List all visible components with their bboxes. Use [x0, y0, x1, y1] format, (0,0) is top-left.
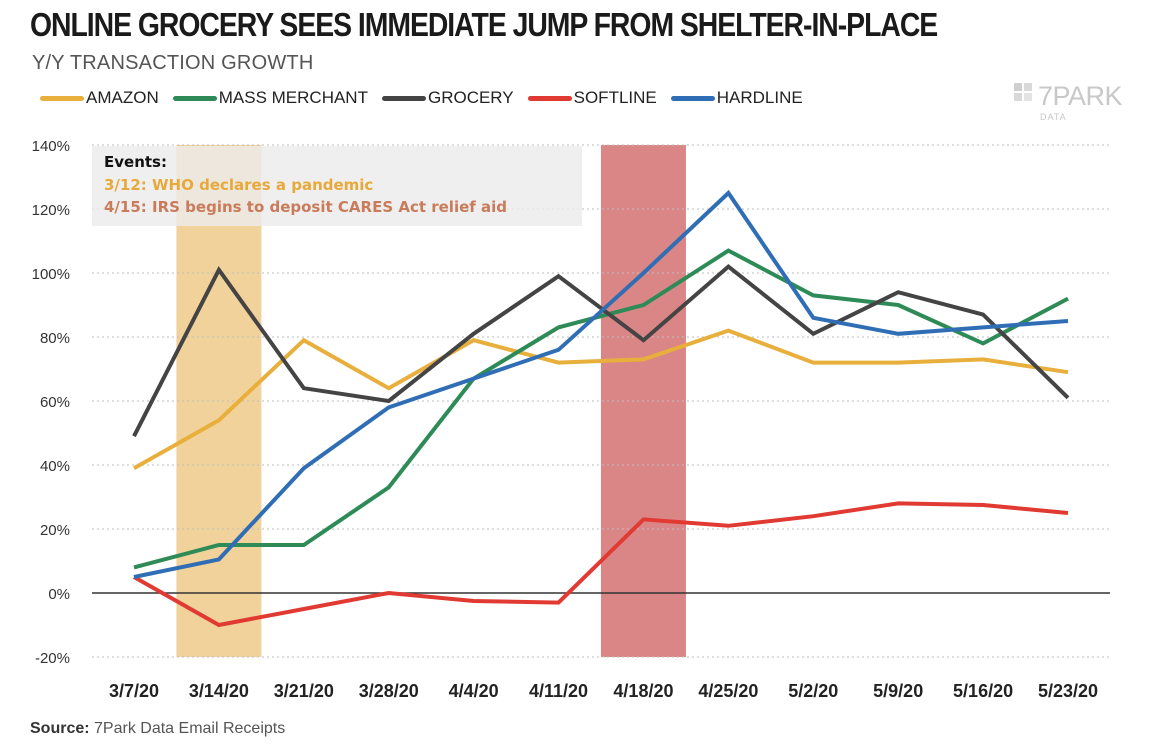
y-tick-label: 120% — [32, 202, 70, 219]
x-tick-label: 4/18/20 — [613, 681, 673, 701]
chart-title: ONLINE GROCERY SEES IMMEDIATE JUMP FROM … — [30, 6, 938, 43]
legend-swatch-amazon — [40, 95, 84, 101]
x-tick-label: 4/4/20 — [449, 681, 499, 701]
logo-mark-icon — [1014, 83, 1032, 101]
y-tick-label: -20% — [35, 650, 70, 667]
chart-subtitle: Y/Y TRANSACTION GROWTH — [32, 52, 314, 74]
legend-item-grocery: GROCERY — [381, 88, 514, 108]
x-tick-label: 5/23/20 — [1038, 681, 1098, 701]
series-line-amazon — [133, 328, 1069, 470]
logo-subtext: DATA — [1040, 112, 1067, 122]
y-tick-label: 100% — [32, 266, 70, 283]
source-note: Source: 7Park Data Email Receipts — [30, 720, 285, 738]
y-tick-label: 0% — [48, 586, 70, 603]
legend-swatch-hardline — [670, 95, 715, 101]
x-tick-label: 5/2/20 — [788, 681, 838, 701]
source-text: 7Park Data Email Receipts — [94, 720, 286, 737]
y-tick-label: 80% — [40, 330, 70, 347]
x-tick-label: 3/28/20 — [359, 681, 419, 701]
event-who-pandemic: 3/12: WHO declares a pandemic — [104, 176, 374, 194]
x-tick-label: 4/25/20 — [698, 681, 758, 701]
chart-legend: AMAZON MASS MERCHANT GROCERY SOFTLINE HA… — [40, 88, 817, 108]
legend-item-softline: SOFTLINE — [527, 88, 657, 108]
legend-item-amazon: AMAZON — [40, 88, 159, 108]
series-line-softline — [133, 501, 1069, 628]
legend-label-grocery: GROCERY — [427, 88, 514, 107]
y-tick-label: 140% — [32, 138, 70, 155]
events-heading: Events: — [104, 153, 167, 171]
legend-label-hardline: HARDLINE — [716, 88, 803, 107]
x-tick-label: 3/21/20 — [274, 681, 334, 701]
legend-item-mass-merchant: MASS MERCHANT — [172, 88, 368, 108]
series-line-hardline — [133, 189, 1069, 579]
legend-label-softline: SOFTLINE — [573, 88, 657, 107]
legend-label-mass-merchant: MASS MERCHANT — [218, 88, 368, 107]
series-line-grocery — [132, 264, 1070, 438]
legend-item-hardline: HARDLINE — [670, 88, 803, 108]
events-annotation-box: Events: 3/12: WHO declares a pandemic 4/… — [92, 146, 582, 226]
x-tick-label: 3/7/20 — [109, 681, 159, 701]
y-tick-label: 60% — [40, 394, 70, 411]
legend-swatch-mass-merchant — [172, 95, 217, 101]
legend-swatch-softline — [527, 95, 572, 101]
x-tick-label: 4/11/20 — [529, 681, 588, 701]
y-tick-label: 40% — [40, 458, 70, 475]
x-tick-label: 5/16/20 — [953, 681, 1013, 701]
legend-label-amazon: AMAZON — [86, 88, 159, 107]
logo-text: 7PARK — [1038, 81, 1123, 111]
source-label: Source: — [30, 720, 90, 737]
x-tick-label: 3/14/20 — [189, 681, 249, 701]
series-line-mass-merchant — [133, 248, 1069, 570]
event-irs-cares: 4/15: IRS begins to deposit CARES Act re… — [104, 198, 508, 216]
y-tick-label: 20% — [40, 522, 70, 539]
legend-swatch-grocery — [381, 95, 426, 101]
x-tick-label: 5/9/20 — [873, 681, 923, 701]
